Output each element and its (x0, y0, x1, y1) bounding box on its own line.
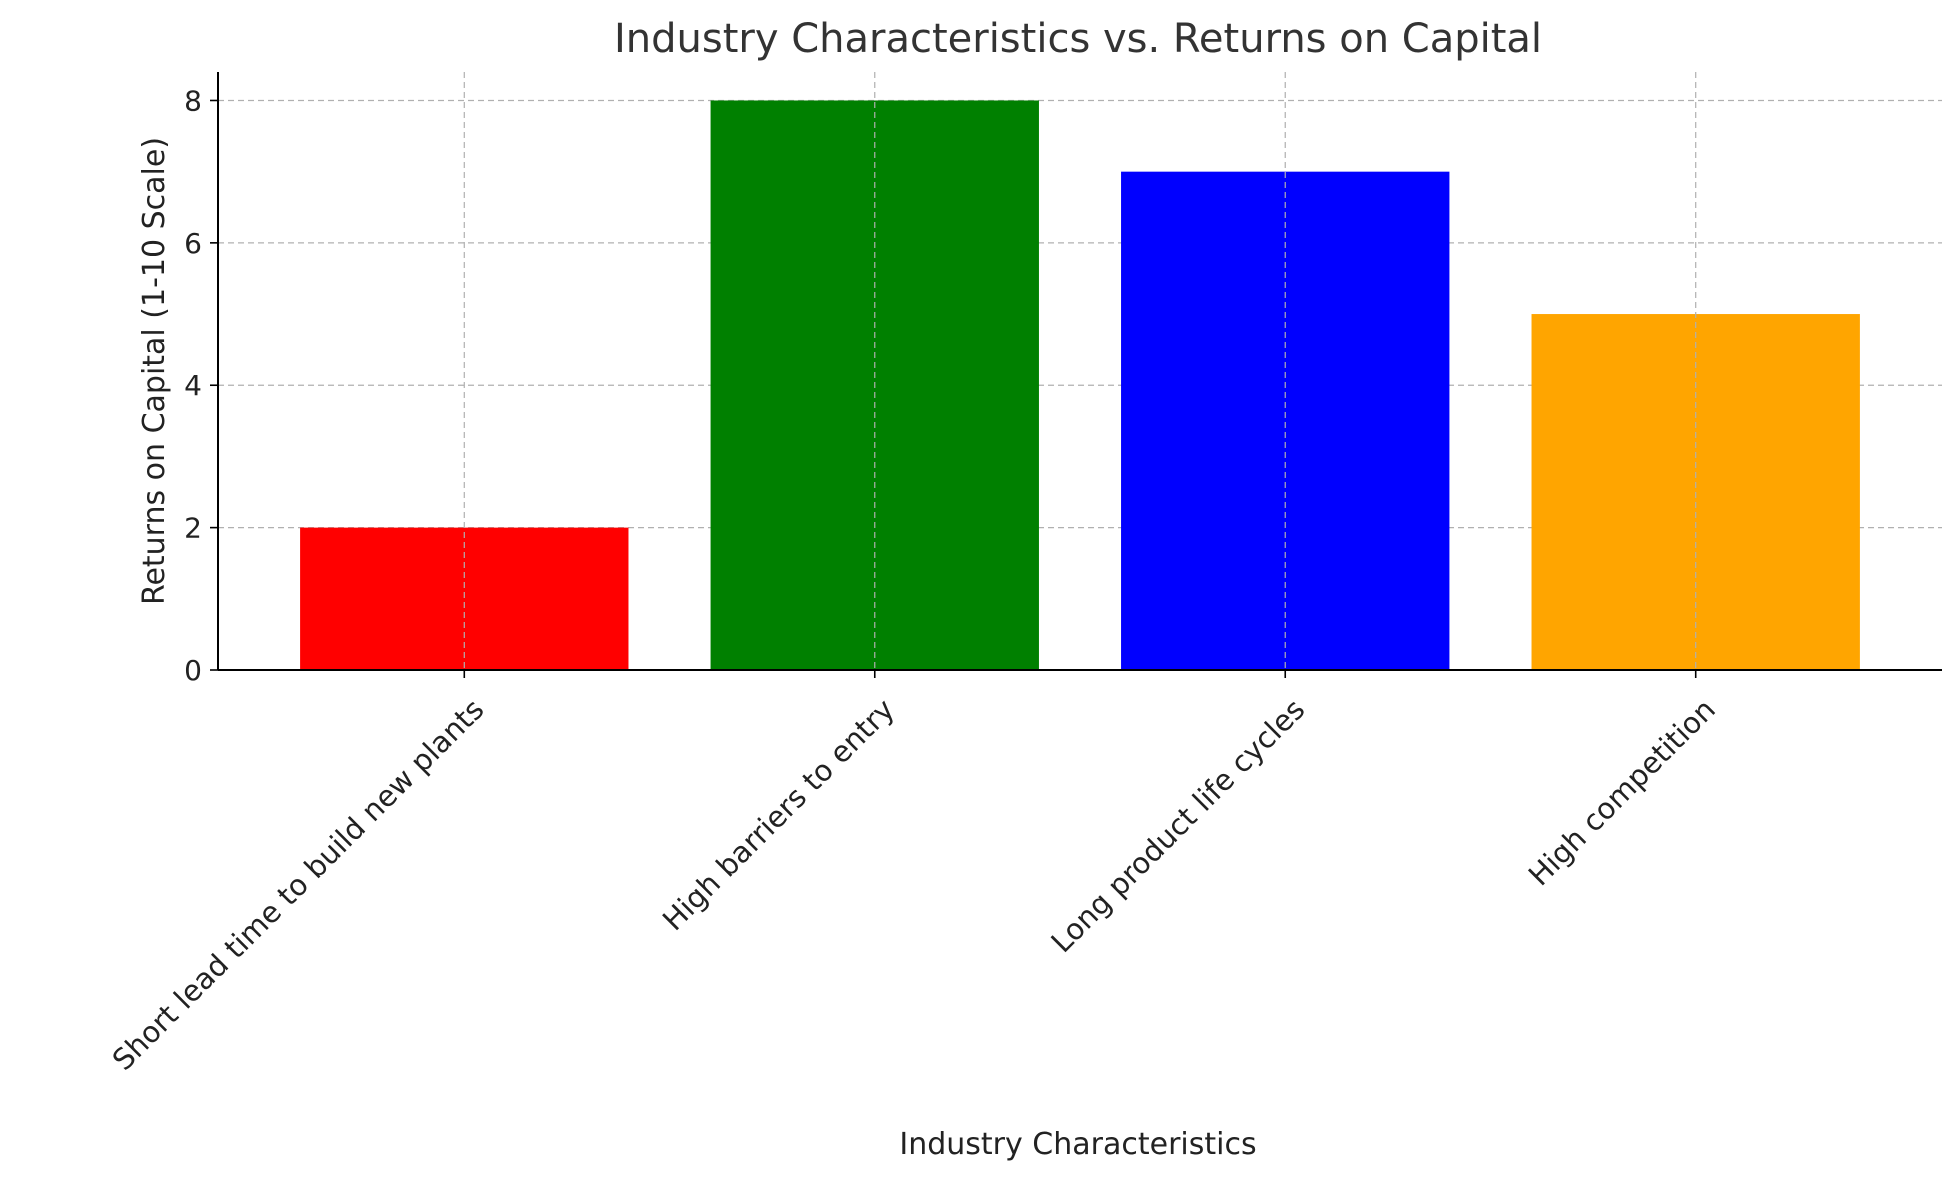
grid-layer (218, 99, 1942, 529)
y-tick-label: 2 (184, 512, 202, 545)
y-tick-label: 6 (184, 227, 202, 260)
x-tick-label: Short lead time to build new plants (106, 692, 491, 1077)
x-tick-label: High competition (1522, 692, 1722, 892)
x-tick-labels: Short lead time to build new plants High … (106, 692, 1722, 1077)
y-tick-label: 0 (184, 654, 202, 687)
chart-title: Industry Characteristics vs. Returns on … (614, 16, 1542, 62)
x-tick-label: High barriers to entry (656, 692, 901, 937)
x-axis-label: Industry Characteristics (899, 1127, 1256, 1162)
bar (300, 527, 629, 670)
vertical-grid-layer (463, 72, 1697, 670)
y-tick-label: 8 (184, 84, 202, 117)
x-tick-label: Long product life cycles (1044, 692, 1311, 959)
y-tick-labels: 0 2 4 6 8 (184, 84, 202, 687)
axes-layer (210, 72, 1942, 678)
y-tick-label: 4 (184, 369, 202, 402)
y-axis-label: Returns on Capital (1-10 Scale) (137, 137, 172, 605)
